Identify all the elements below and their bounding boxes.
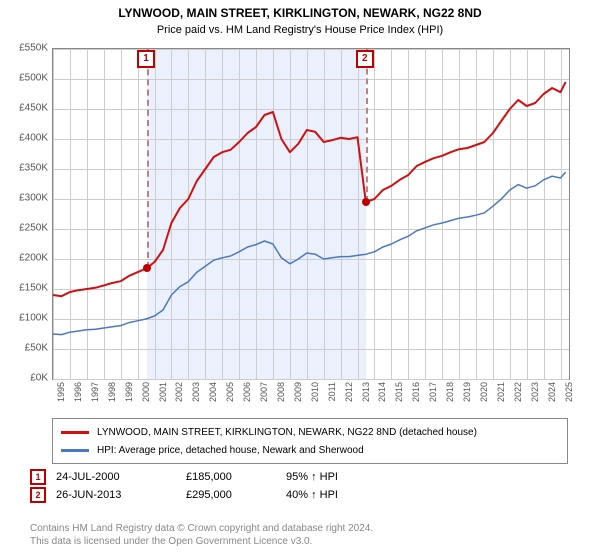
x-tick-label: 2025 [564,382,574,422]
y-tick-label: £250K [2,223,48,234]
marker-dash [366,49,368,202]
y-tick-label: £350K [2,163,48,174]
y-tick-label: £400K [2,133,48,144]
x-tick-label: 2008 [276,382,286,422]
x-tick-label: 2001 [158,382,168,422]
legend-swatch [61,449,89,452]
plot-area [52,48,570,380]
marker-dot [143,264,151,272]
transaction-price: £185,000 [186,471,276,483]
transaction-marker-box: 2 [30,487,46,503]
transaction-row: 2 26-JUN-2013 £295,000 40% ↑ HPI [30,486,590,504]
marker-label: 2 [356,50,374,68]
x-tick-label: 2006 [242,382,252,422]
x-tick-label: 2002 [174,382,184,422]
y-tick-label: £150K [2,283,48,294]
transaction-row: 1 24-JUL-2000 £185,000 95% ↑ HPI [30,468,590,486]
marker-label: 1 [137,50,155,68]
transactions-table: 1 24-JUL-2000 £185,000 95% ↑ HPI 2 26-JUN-201… [30,468,590,504]
x-tick-label: 2000 [141,382,151,422]
x-tick-label: 2005 [225,382,235,422]
legend-item: LYNWOOD, MAIN STREET, KIRKLINGTON, NEWAR… [61,423,559,441]
line-chart-svg [53,49,569,379]
y-tick-label: £300K [2,193,48,204]
y-tick-label: £100K [2,313,48,324]
attribution: Contains HM Land Registry data © Crown c… [30,522,590,548]
legend-label: HPI: Average price, detached house, Newa… [97,445,364,456]
x-tick-label: 2012 [344,382,354,422]
attribution-line: Contains HM Land Registry data © Crown c… [30,522,590,535]
x-tick-label: 2020 [479,382,489,422]
marker-dot [362,198,370,206]
y-tick-label: £200K [2,253,48,264]
x-tick-label: 2016 [411,382,421,422]
x-axis: 1995 1996 1997 1998 1999 2000 2001 2002 2003 2004… [52,382,568,422]
x-tick-label: 2022 [513,382,523,422]
x-tick-label: 2013 [361,382,371,422]
legend: LYNWOOD, MAIN STREET, KIRKLINGTON, NEWAR… [52,418,568,464]
x-tick-label: 2018 [445,382,455,422]
x-tick-label: 2023 [530,382,540,422]
y-tick-label: £50K [2,343,48,354]
legend-swatch [61,431,89,434]
x-tick-label: 2021 [496,382,506,422]
transaction-price: £295,000 [186,489,276,501]
transaction-marker-box: 1 [30,469,46,485]
x-tick-label: 1998 [107,382,117,422]
transaction-pct: 40% ↑ HPI [286,489,376,501]
x-tick-label: 2015 [394,382,404,422]
x-tick-label: 2007 [259,382,269,422]
x-tick-label: 2004 [208,382,218,422]
transaction-pct: 95% ↑ HPI [286,471,376,483]
legend-item: HPI: Average price, detached house, Newa… [61,441,559,459]
y-tick-label: £550K [2,43,48,54]
x-tick-label: 2010 [310,382,320,422]
y-tick-label: £0K [2,373,48,384]
x-tick-label: 2019 [462,382,472,422]
x-tick-label: 1996 [73,382,83,422]
chart-subtitle: Price paid vs. HM Land Registry's House … [0,24,600,36]
y-axis: £0K£50K£100K£150K£200K£250K£300K£350K£40… [0,48,52,378]
x-tick-label: 1995 [56,382,66,422]
series-property [53,82,566,296]
series-hpi [53,172,566,335]
marker-dash [147,49,149,268]
x-tick-label: 1999 [124,382,134,422]
x-tick-label: 2009 [293,382,303,422]
y-tick-label: £450K [2,103,48,114]
x-tick-label: 2014 [377,382,387,422]
legend-label: LYNWOOD, MAIN STREET, KIRKLINGTON, NEWAR… [97,427,477,438]
x-tick-label: 2017 [428,382,438,422]
transaction-date: 26-JUN-2013 [56,489,176,501]
x-tick-label: 1997 [90,382,100,422]
y-tick-label: £500K [2,73,48,84]
chart-title: LYNWOOD, MAIN STREET, KIRKLINGTON, NEWAR… [0,6,600,20]
x-tick-label: 2011 [327,382,337,422]
transaction-date: 24-JUL-2000 [56,471,176,483]
x-tick-label: 2024 [547,382,557,422]
attribution-line: This data is licensed under the Open Gov… [30,535,590,548]
x-tick-label: 2003 [191,382,201,422]
grid-line-h [53,379,569,380]
